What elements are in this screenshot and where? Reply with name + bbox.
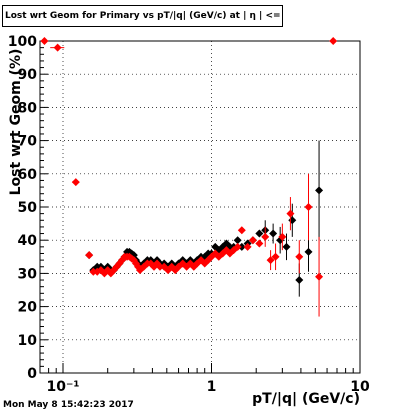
y-tick-label: 70 (18, 134, 38, 150)
y-tick-label: 80 (18, 100, 38, 116)
red-data-point (278, 232, 287, 241)
y-axis-label: Lost wrt Geom (%) (8, 48, 24, 196)
y-tick-label: 0 (27, 366, 37, 382)
black-data-point (315, 186, 324, 195)
y-tick-label: 90 (18, 67, 38, 83)
red-data-point (40, 37, 49, 45)
black-data-point (269, 229, 278, 238)
red-data-point (85, 251, 94, 260)
red-data-point (243, 242, 252, 251)
red-data-point (211, 249, 220, 258)
red-data-point (53, 43, 62, 52)
y-tick-label: 10 (18, 333, 38, 349)
y-tick-label: 40 (18, 233, 38, 249)
red-data-point (156, 262, 165, 271)
x-tick-label: 1 (207, 379, 217, 395)
black-data-point (255, 229, 264, 238)
chart-title: Lost wrt Geom for Primary vs pT/|q| (GeV… (2, 5, 283, 27)
red-data-point (233, 242, 242, 251)
x-axis-label: pT/|q| (GeV/c) (252, 391, 360, 407)
red-data-point (304, 203, 313, 211)
red-data-point (315, 272, 324, 281)
red-data-point (248, 236, 257, 245)
y-tick-label: 100 (8, 34, 37, 50)
black-data-point (233, 236, 242, 245)
black-data-point (295, 276, 304, 285)
red-data-point (255, 239, 264, 248)
red-data-point (266, 256, 275, 265)
y-tick-label: 60 (18, 167, 38, 183)
red-data-point (286, 209, 295, 218)
red-data-point (71, 178, 80, 187)
red-data-point (295, 252, 304, 261)
y-tick-label: 50 (18, 200, 38, 216)
black-data-point (237, 242, 246, 251)
red-data-point (261, 232, 270, 241)
red-data-point (237, 226, 246, 235)
timestamp: Mon May 8 15:42:23 2017 (3, 400, 134, 410)
black-data-point (282, 242, 291, 251)
black-data-point (129, 251, 138, 260)
red-data-point (329, 37, 338, 45)
x-tick-label: 10 (350, 379, 370, 395)
x-tick-label: 10⁻¹ (46, 379, 79, 395)
black-data-point (304, 247, 313, 256)
y-tick-label: 30 (18, 266, 38, 282)
y-tick-label: 20 (18, 300, 38, 316)
red-data-point (271, 252, 280, 261)
